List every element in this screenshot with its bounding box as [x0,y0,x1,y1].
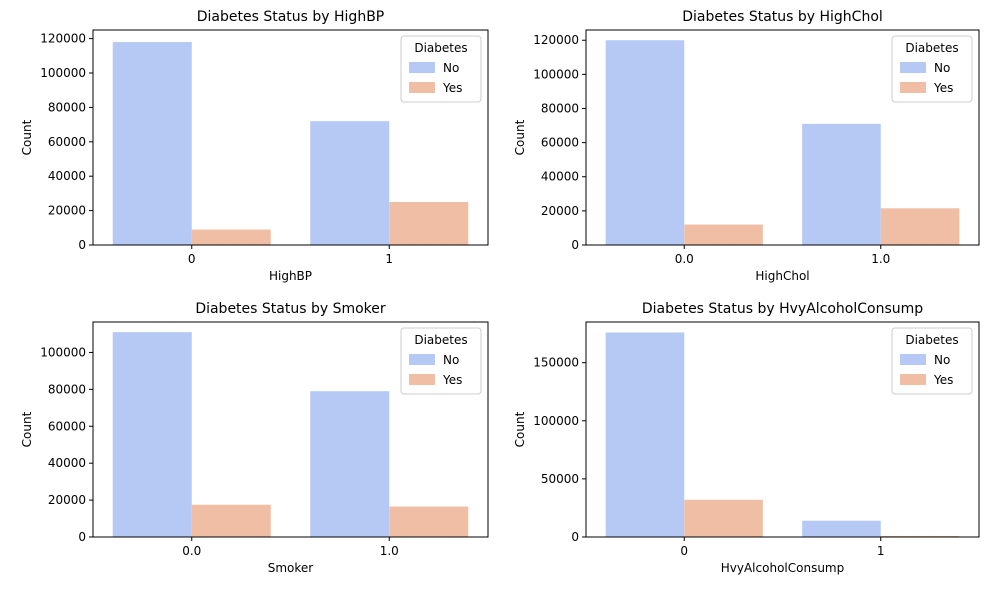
y-tick-label: 20000 [541,204,579,218]
x-tick-label: 0 [188,252,196,266]
bar-no-0 [112,332,192,537]
legend-label-yes: Yes [933,373,953,387]
legend: Diabetes No Yes [891,327,973,395]
legend-label-no: No [934,353,950,367]
subplot-3: 0 20000 40000 60000 80000 100000 0.0 1.0 Diabete… [20,301,489,575]
bar-no-1 [802,520,881,537]
x-tick-label: 0.0 [182,544,201,558]
y-tick-label: 50000 [541,472,579,486]
y-tick-label: 60000 [541,136,579,150]
bar-no-0 [605,40,685,245]
chart-title: Diabetes Status by HighChol [682,9,883,25]
y-tick-label: 100000 [40,66,86,80]
y-tick-label: 40000 [541,170,579,184]
legend-title: Diabetes [414,333,467,347]
legend-swatch-yes [409,374,435,385]
legend-swatch-no [900,62,926,73]
x-tick-label: 1.0 [871,252,890,266]
bar-yes-0 [191,504,271,537]
legend-title: Diabetes [905,333,958,347]
y-tick-label: 60000 [48,419,86,433]
legend: Diabetes No Yes [891,35,973,103]
x-tick-label: 0 [680,544,688,558]
legend-swatch-no [409,354,435,365]
legend-title: Diabetes [414,41,467,55]
y-tick-label: 100000 [533,414,579,428]
y-tick-label: 40000 [48,456,86,470]
legend-swatch-no [409,62,435,73]
x-axis-label: HvyAlcoholConsump [721,561,844,575]
legend-label-yes: Yes [933,81,953,95]
y-tick-label: 150000 [533,356,579,370]
subplot-2: 0 20000 40000 60000 80000 100000 120000 0.0 1.0 D… [513,9,980,283]
x-axis-label: HighChol [755,269,809,283]
y-axis-label: Count [20,119,34,155]
x-tick-label: 1.0 [380,544,399,558]
y-axis-label: Count [513,411,527,447]
legend-swatch-no [900,354,926,365]
legend: Diabetes No Yes [400,327,482,395]
bar-no-1 [310,121,390,245]
bar-yes-1 [880,535,960,537]
y-tick-label: 100000 [533,67,579,81]
y-tick-label: 0 [571,530,579,544]
bar-no-1 [310,391,390,537]
legend-label-no: No [443,61,459,75]
bar-yes-1 [880,208,960,245]
y-tick-label: 80000 [48,382,86,396]
legend-label-yes: Yes [442,81,462,95]
axes-frame [92,29,489,246]
subplot-1: 0 20000 40000 60000 80000 100000 120000 0 1 Diabe… [20,9,489,283]
y-tick-label: 60000 [48,135,86,149]
legend: Diabetes No Yes [400,35,482,103]
chart-title: Diabetes Status by Smoker [195,301,386,317]
x-axis-label: HighBP [269,269,312,283]
x-tick-label: 1 [877,544,885,558]
legend-label-yes: Yes [442,373,462,387]
axes-frame [92,321,489,538]
subplot-4: 0 50000 100000 150000 0 1 Diabetes Status by H… [513,301,980,575]
x-tick-label: 1 [385,252,393,266]
x-tick-label: 0.0 [675,252,694,266]
legend-swatch-yes [900,82,926,93]
y-tick-label: 100000 [40,345,86,359]
y-tick-label: 0 [571,238,579,252]
y-tick-label: 20000 [48,204,86,218]
chart-title: Diabetes Status by HvyAlcoholConsump [642,301,923,317]
axes-frame [585,321,980,538]
y-tick-label: 20000 [48,493,86,507]
chart-title: Diabetes Status by HighBP [197,9,385,25]
bar-yes-0 [684,224,763,245]
legend-swatch-yes [900,374,926,385]
bar-no-1 [802,123,881,245]
y-axis-label: Count [513,119,527,155]
y-axis-label: Count [20,411,34,447]
bar-yes-0 [191,229,271,245]
axes-frame [585,29,980,246]
bar-no-0 [605,332,685,537]
bar-yes-1 [389,506,469,537]
y-tick-label: 0 [78,238,86,252]
x-axis-label: Smoker [268,561,314,575]
legend-label-no: No [443,353,459,367]
y-tick-label: 40000 [48,169,86,183]
bar-no-0 [112,42,192,245]
y-tick-label: 80000 [541,101,579,115]
y-tick-label: 0 [78,530,86,544]
bar-yes-1 [389,202,469,245]
legend-label-no: No [934,61,950,75]
legend-title: Diabetes [905,41,958,55]
legend-swatch-yes [409,82,435,93]
bar-yes-0 [684,499,763,537]
y-tick-label: 120000 [533,33,579,47]
y-tick-label: 80000 [48,100,86,114]
y-tick-label: 120000 [40,32,86,46]
